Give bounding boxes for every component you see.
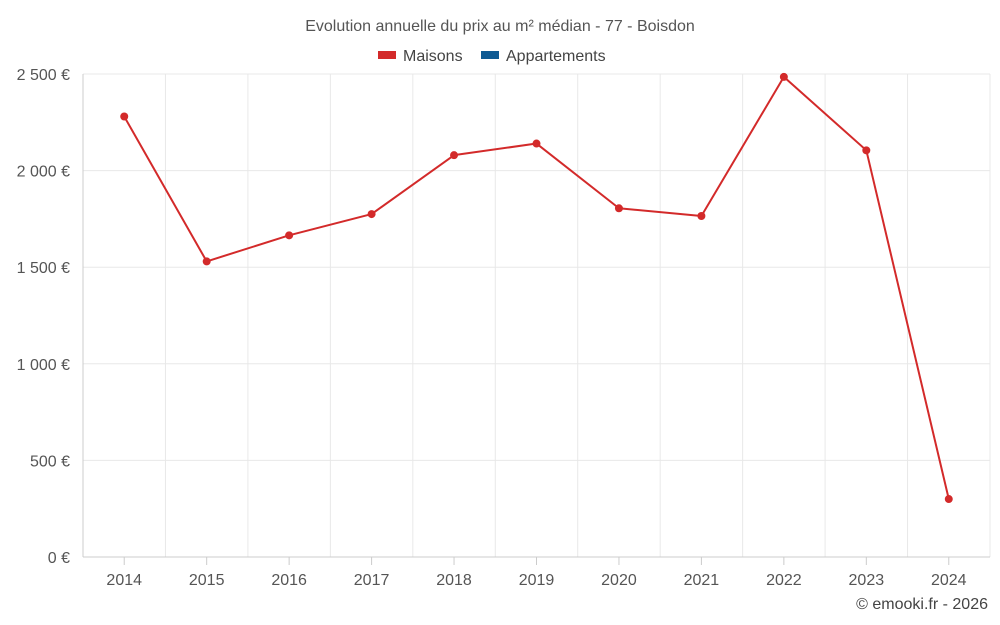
x-tick-label: 2022 xyxy=(766,572,802,589)
data-point-maisons-2020[interactable] xyxy=(614,204,623,213)
data-point-maisons-2018[interactable] xyxy=(450,151,459,160)
data-point-maisons-2024[interactable] xyxy=(944,495,953,504)
axes xyxy=(82,74,990,565)
data-point-maisons-2022[interactable] xyxy=(779,72,788,81)
y-tick-label: 1 500 € xyxy=(17,260,70,277)
x-tick-label: 2019 xyxy=(519,572,555,589)
data-point-maisons-2019[interactable] xyxy=(532,139,541,148)
copyright-credit: © emooki.fr - 2026 xyxy=(856,596,988,613)
y-tick-label: 1 000 € xyxy=(17,357,70,374)
data-point-maisons-2014[interactable] xyxy=(120,112,129,121)
x-tick-label: 2015 xyxy=(189,572,225,589)
data-point-maisons-2017[interactable] xyxy=(367,210,376,219)
x-tick-label: 2017 xyxy=(354,572,390,589)
series xyxy=(120,72,953,504)
x-tick-labels: 2014 2015 2016 2017 2018 2019 2020 2021 2022 2023… xyxy=(106,572,966,589)
y-tick-label: 2 500 € xyxy=(17,67,70,84)
x-tick-label: 2018 xyxy=(436,572,472,589)
y-tick-labels: 0 € 500 € 1 000 € 1 500 € 2 000 € 2 500 € xyxy=(17,67,70,567)
legend-label-maisons[interactable]: Maisons xyxy=(403,48,463,65)
y-tick-label: 0 € xyxy=(48,550,70,567)
x-tick-label: 2014 xyxy=(106,572,142,589)
chart-title: Evolution annuelle du prix au m² médian … xyxy=(305,18,695,35)
x-tick-label: 2020 xyxy=(601,572,637,589)
y-tick-label: 2 000 € xyxy=(17,164,70,181)
x-tick-label: 2021 xyxy=(684,572,720,589)
x-tick-label: 2016 xyxy=(271,572,307,589)
x-tick-label: 2024 xyxy=(931,572,967,589)
data-point-maisons-2016[interactable] xyxy=(285,231,294,240)
data-point-maisons-2021[interactable] xyxy=(697,212,706,221)
legend-swatch-maisons xyxy=(378,51,396,59)
legend-swatch-appartements xyxy=(481,51,499,59)
legend: Maisons Appartements xyxy=(378,48,606,65)
data-point-maisons-2023[interactable] xyxy=(862,146,871,155)
y-tick-label: 500 € xyxy=(30,453,70,470)
x-tick-label: 2023 xyxy=(849,572,885,589)
legend-label-appartements[interactable]: Appartements xyxy=(506,48,606,65)
data-point-maisons-2015[interactable] xyxy=(202,257,211,266)
